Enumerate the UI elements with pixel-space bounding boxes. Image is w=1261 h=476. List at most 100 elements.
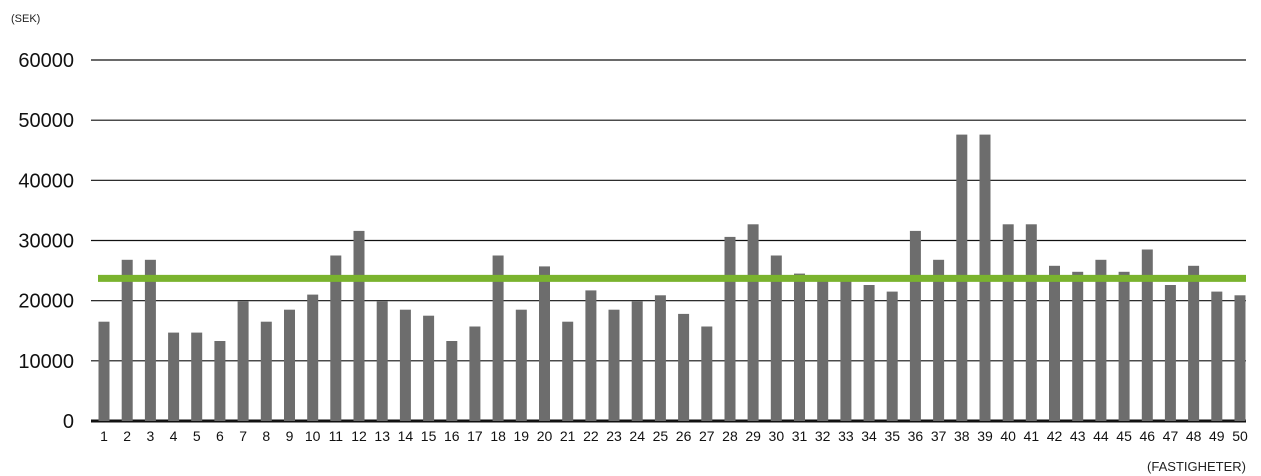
x-tick-label: 35 (884, 428, 900, 444)
x-tick-label: 3 (146, 428, 154, 444)
bar (794, 273, 805, 421)
bar (770, 255, 782, 421)
x-tick-label: 37 (931, 428, 947, 444)
bar (608, 309, 620, 421)
y-axis-unit-label: (SEK) (11, 13, 40, 25)
bar (539, 266, 550, 421)
x-tick-label: 49 (1209, 428, 1225, 444)
bar (1211, 291, 1223, 421)
x-tick-label: 44 (1093, 428, 1109, 444)
x-tick-label: 15 (421, 428, 437, 444)
x-tick-label: 14 (398, 428, 414, 444)
x-tick-label: 40 (1000, 428, 1016, 444)
y-tick-label: 30000 (18, 231, 74, 253)
x-tick-label: 24 (629, 428, 645, 444)
x-tick-label: 32 (815, 428, 831, 444)
bar (515, 309, 527, 421)
x-tick-label: 25 (653, 428, 669, 444)
bar (654, 295, 666, 421)
x-tick-label: 2 (123, 428, 131, 444)
x-tick-label: 45 (1116, 428, 1132, 444)
bar (353, 230, 365, 421)
x-tick-label: 1 (100, 428, 108, 444)
x-tick-label: 18 (490, 428, 506, 444)
bar (98, 321, 110, 421)
bars (98, 134, 1246, 421)
bar (678, 313, 690, 421)
x-tick-label: 50 (1232, 428, 1248, 444)
bar (376, 301, 388, 421)
bar (492, 255, 504, 421)
x-tick-label: 11 (329, 428, 344, 444)
bar (260, 321, 272, 421)
x-tick-label: 21 (560, 428, 576, 444)
bar (863, 285, 875, 421)
bar (724, 236, 736, 421)
bar (237, 301, 249, 421)
bar (399, 309, 411, 421)
bar (1002, 224, 1014, 421)
x-tick-label: 12 (351, 428, 367, 444)
bar (121, 259, 133, 421)
x-tick-label: 31 (792, 428, 808, 444)
y-tick-label: 10000 (18, 351, 74, 373)
y-tick-label: 60000 (18, 50, 74, 72)
x-tick-label: 16 (444, 428, 460, 444)
bar (284, 309, 295, 421)
bar (144, 259, 156, 421)
x-tick-label: 23 (606, 428, 622, 444)
x-tick-label: 39 (977, 428, 993, 444)
x-tick-label: 26 (676, 428, 692, 444)
x-tick-label: 6 (216, 428, 224, 444)
bar (469, 326, 481, 421)
x-tick-label: 10 (305, 428, 321, 444)
x-tick-label: 48 (1186, 428, 1202, 444)
bar (840, 276, 852, 421)
x-tick-label: 28 (722, 428, 738, 444)
y-axis-ticks: 0 10000 20000 30000 40000 50000 60000 (18, 50, 74, 433)
x-axis-unit-label: (FASTIGHETER) (1147, 459, 1246, 474)
x-tick-label: 34 (861, 428, 877, 444)
x-tick-label: 4 (170, 428, 178, 444)
bar (423, 315, 435, 421)
x-tick-label: 43 (1070, 428, 1086, 444)
x-tick-label: 22 (583, 428, 599, 444)
bar (562, 321, 574, 421)
y-tick-label: 40000 (18, 170, 74, 192)
y-tick-label: 0 (63, 411, 74, 433)
bar (1118, 271, 1130, 421)
bar (330, 255, 342, 421)
bar (191, 332, 203, 421)
x-tick-label: 20 (537, 428, 553, 444)
bar (168, 332, 180, 421)
x-tick-label: 7 (239, 428, 247, 444)
y-tick-label: 50000 (18, 110, 74, 132)
x-tick-label: 33 (838, 428, 854, 444)
x-tick-label: 29 (745, 428, 761, 444)
bar (1095, 259, 1107, 421)
bar (701, 326, 713, 421)
bar (214, 341, 226, 421)
y-tick-label: 20000 (18, 291, 74, 313)
bar (1164, 285, 1176, 421)
bar (307, 294, 319, 421)
bar (1025, 224, 1037, 421)
x-tick-label: 19 (514, 428, 530, 444)
x-tick-label: 9 (286, 428, 294, 444)
bar (1234, 295, 1246, 421)
bar (446, 341, 458, 421)
x-tick-label: 47 (1163, 428, 1179, 444)
x-tick-label: 36 (908, 428, 924, 444)
x-tick-label: 17 (467, 428, 483, 444)
x-tick-label: 30 (769, 428, 785, 444)
bar (1141, 249, 1153, 421)
bar (909, 230, 921, 421)
x-tick-label: 5 (193, 428, 201, 444)
bar (747, 224, 759, 421)
x-tick-label: 38 (954, 428, 970, 444)
x-tick-label: 27 (699, 428, 715, 444)
bar (1049, 265, 1060, 421)
x-axis-ticks: 1 2 3 4 5 6 7 8 9 10 11 12 13 14 15 16 17 18 19 20 21 22 23 24 2… (100, 428, 1248, 444)
x-tick-label: 13 (374, 428, 390, 444)
